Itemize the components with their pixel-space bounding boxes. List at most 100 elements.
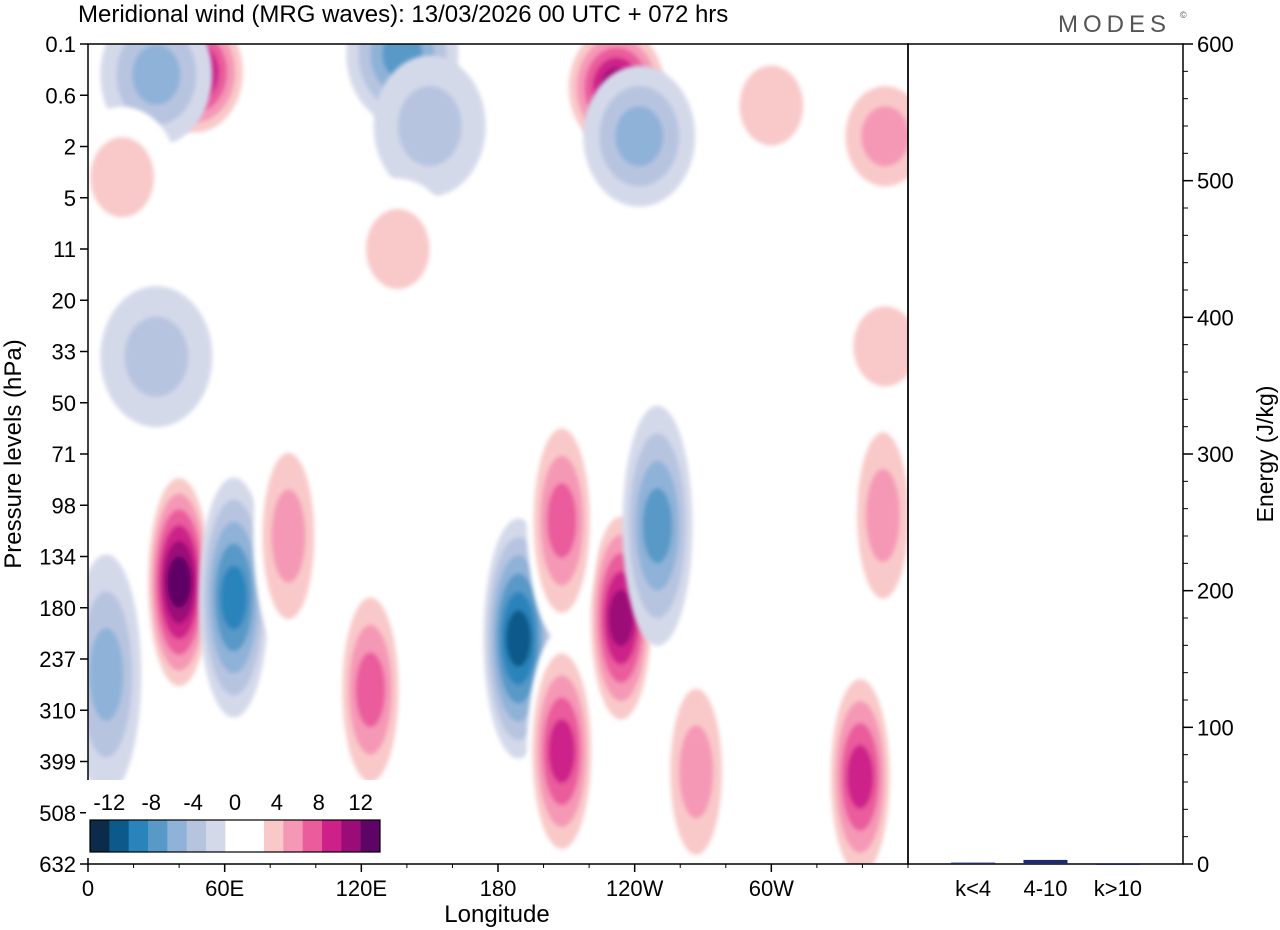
field-feature <box>253 416 324 656</box>
y-tick-label: 33 <box>52 340 76 365</box>
field-feature <box>198 477 269 718</box>
energy-frame <box>907 43 1184 865</box>
y-tick-label: 310 <box>39 698 76 723</box>
field-feature <box>829 275 908 417</box>
field-feature <box>144 462 215 703</box>
field-contour <box>642 488 673 564</box>
field-feature <box>622 405 693 646</box>
y-tick-label: 399 <box>39 750 76 775</box>
field-contour <box>167 556 191 608</box>
field-contour <box>90 137 155 218</box>
colorbar-swatch <box>109 820 130 852</box>
x-axis-label: Longitude <box>444 901 549 928</box>
field-contour <box>853 306 908 387</box>
field-feature <box>825 656 896 864</box>
field-feature <box>526 400 597 641</box>
y-tick-label: 0.1 <box>45 32 76 57</box>
colorbar-frame <box>89 819 381 853</box>
field-feature <box>341 178 454 320</box>
colorbar-label: 12 <box>348 790 372 815</box>
field-contour <box>679 725 714 819</box>
colorbar-label: 0 <box>229 790 241 815</box>
field-contour <box>355 652 386 728</box>
field-contour <box>739 65 804 146</box>
colorbar-label: 4 <box>271 790 283 815</box>
pressure-axis: 0.1 0.6 2 5 11 20 33 50 71 98 134 180 237 310 399 508 63… <box>39 32 88 877</box>
colorbar-swatch <box>360 820 381 852</box>
chart-title: Meridional wind (MRG waves): 13/03/2026 … <box>78 1 728 28</box>
field-contour <box>608 589 634 647</box>
field-contour <box>132 44 181 105</box>
colorbar-swatch <box>283 820 304 852</box>
energy-category-label: k>10 <box>1094 876 1142 901</box>
field-contour <box>220 565 248 630</box>
x-tick-label: 60W <box>749 876 794 901</box>
colorbar-label: -4 <box>183 790 203 815</box>
field-feature <box>526 631 597 864</box>
energy-tick-label: 600 <box>1197 32 1234 57</box>
energy-tick-label: 0 <box>1197 852 1209 877</box>
y-axis-label: Pressure levels (hPa) <box>0 339 27 568</box>
energy-categories: k<4 4-10 k>10 <box>955 876 1142 901</box>
colorbar-swatch <box>341 820 362 852</box>
y-tick-label: 134 <box>39 545 76 570</box>
field-feature <box>847 395 908 636</box>
colorbar-swatch <box>186 820 207 852</box>
colorbar-swatch <box>302 820 323 852</box>
colorbar-swatch <box>128 820 149 852</box>
modes-logo-mark: © <box>1180 10 1192 20</box>
field-contour <box>615 106 664 167</box>
y-tick-label: 632 <box>39 852 76 877</box>
field-contour <box>547 483 577 559</box>
y-tick-label: 50 <box>52 391 76 416</box>
y-tick-label: 2 <box>64 135 76 160</box>
energy-tick-label: 300 <box>1197 442 1234 467</box>
colorbar-swatch <box>90 820 110 852</box>
y-tick-label: 5 <box>64 186 76 211</box>
y-tick-label: 71 <box>52 442 76 467</box>
field-contour <box>124 316 189 397</box>
field-contour <box>865 468 900 563</box>
field-contour <box>861 106 908 167</box>
field-feature <box>88 106 179 248</box>
field-feature <box>715 44 828 176</box>
colorbar-label: 8 <box>313 790 325 815</box>
y-tick-label: 508 <box>39 801 76 826</box>
colorbar-swatch <box>148 820 168 852</box>
field-contour <box>271 489 306 583</box>
y-tick-label: 20 <box>52 288 76 313</box>
field-feature <box>100 44 213 146</box>
energy-category-label: 4-10 <box>1023 876 1067 901</box>
colorbar-label: -12 <box>93 790 125 815</box>
field-feature <box>88 554 142 795</box>
colorbar: -12 -8 -4 0 4 8 12 <box>86 780 384 858</box>
x-tick-label: 60E <box>205 876 244 901</box>
y-tick-label: 180 <box>39 596 76 621</box>
colorbar-swatch <box>225 820 246 852</box>
x-tick-label: 0 <box>82 876 94 901</box>
field-feature <box>583 65 696 207</box>
colorbar-label: -8 <box>141 790 161 815</box>
y-tick-label: 0.6 <box>45 83 76 108</box>
energy-bars <box>951 859 1140 865</box>
colorbar-swatch <box>322 820 342 852</box>
energy-tick-label: 500 <box>1197 169 1234 194</box>
modes-logo-text: MODES <box>1058 11 1171 38</box>
x-tick-label: 120W <box>606 876 664 901</box>
x-tick-label: 120E <box>336 876 387 901</box>
energy-bar <box>951 862 996 864</box>
field-contour <box>365 208 430 290</box>
colorbar-swatch <box>167 820 188 852</box>
energy-axis: 0 100 200 300 400 500 600 <box>1183 32 1234 877</box>
longitude-axis: 0 60E 120E 180 120W 60W <box>82 864 909 901</box>
field-feature <box>335 569 406 810</box>
contour-field <box>88 44 908 864</box>
contour-blobs <box>88 44 908 864</box>
field-feature <box>829 65 908 207</box>
energy-category-label: k<4 <box>955 876 991 901</box>
y-tick-label: 11 <box>53 237 76 262</box>
field-contour <box>506 610 531 667</box>
energy-tick-label: 400 <box>1197 305 1234 330</box>
colorbar-swatch <box>206 820 226 852</box>
